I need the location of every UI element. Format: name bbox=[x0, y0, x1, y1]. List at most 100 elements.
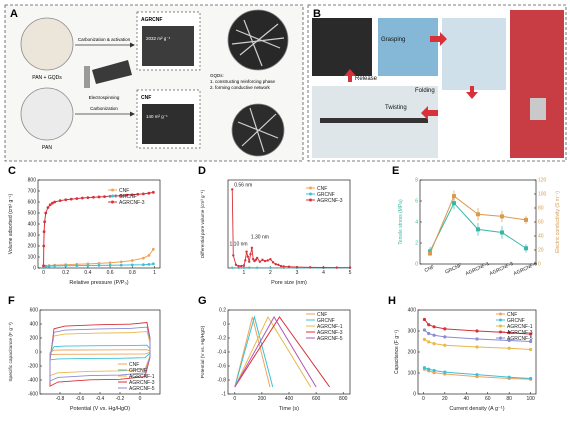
data-point bbox=[64, 264, 68, 268]
y-tick-label: 200 bbox=[30, 336, 39, 342]
legend-label: GRCNF bbox=[129, 368, 147, 374]
data-point bbox=[476, 212, 480, 217]
data-point bbox=[261, 258, 264, 262]
data-point bbox=[47, 264, 51, 268]
data-point bbox=[427, 331, 431, 336]
legend-label: AGRCNF-5 bbox=[507, 336, 533, 342]
x-tick-label: 80 bbox=[506, 396, 512, 402]
x-tick-label: 1 bbox=[243, 270, 246, 276]
x-tick-label: 0 bbox=[233, 396, 236, 402]
panel-c: C 0 0.2 0.4 0.6 0.8 1 0 100 200 300 400 500 600 700 80… bbox=[8, 165, 161, 286]
label-release: Release bbox=[355, 76, 378, 82]
legend-label: AGRCNF-1 bbox=[317, 324, 343, 330]
step-middle-label: Electrospinning bbox=[89, 95, 120, 100]
x-tick-label: -0.6 bbox=[76, 396, 85, 402]
x-tick-label: 2 bbox=[269, 270, 272, 276]
data-point bbox=[255, 266, 259, 270]
x-tick-label: 0.2 bbox=[62, 270, 69, 276]
data-point bbox=[452, 194, 456, 199]
y-tick-label: 0.2 bbox=[219, 308, 226, 314]
photo-grasp-glove bbox=[378, 18, 438, 76]
data-point bbox=[443, 370, 447, 374]
data-point bbox=[427, 367, 431, 371]
data-point bbox=[266, 259, 269, 262]
y-tick-label: 8 bbox=[415, 178, 418, 184]
x-category-label: AGRCNF-5 bbox=[513, 261, 539, 277]
legend-label: AGRCNF-1 bbox=[129, 374, 155, 380]
panel-h: H 0 20 40 60 80 100 0 100 200 300 400 Current densi… bbox=[388, 295, 537, 412]
data-point bbox=[432, 342, 436, 346]
data-point bbox=[141, 256, 145, 260]
notes-line-3: 2. forming conductive network bbox=[210, 85, 271, 90]
panel-a: A PAN + GQDs PAN Carbonization & activat… bbox=[4, 4, 304, 162]
data-point bbox=[231, 266, 234, 270]
y-tick-label: 400 bbox=[408, 308, 417, 314]
data-point bbox=[92, 195, 95, 199]
legend-label: GRCNF bbox=[317, 318, 335, 324]
data-point bbox=[75, 197, 79, 200]
peak-annotation: 0.56 nm bbox=[234, 182, 252, 188]
x-tick-label: 200 bbox=[258, 396, 267, 402]
data-point bbox=[44, 211, 48, 215]
data-point bbox=[500, 230, 504, 235]
panel-g-letter: G bbox=[198, 295, 207, 307]
fiber-network-top bbox=[231, 19, 285, 67]
legend-label: AGRCNF-5 bbox=[317, 336, 343, 342]
arrow-release bbox=[344, 69, 356, 82]
step-top-label: Carbonization & activation bbox=[78, 37, 131, 42]
data-point bbox=[258, 260, 262, 263]
y-axis-label: Capacitance (F g⁻¹) bbox=[394, 330, 400, 374]
arrow-grasping bbox=[430, 32, 447, 46]
precursor-beaker-top bbox=[20, 17, 74, 71]
data-point bbox=[277, 263, 280, 267]
data-point bbox=[242, 264, 246, 267]
y2-tick-label: 80 bbox=[538, 206, 544, 212]
x-category-label: AGRCNF-3 bbox=[489, 261, 515, 277]
data-point bbox=[141, 192, 145, 196]
x-tick-label: 100 bbox=[526, 396, 535, 402]
y-tick-label: -1 bbox=[222, 392, 227, 398]
panel-b-letter: B bbox=[313, 8, 321, 20]
data-point bbox=[53, 200, 57, 204]
sample-bottom-film bbox=[142, 104, 194, 144]
y-tick-label: -0.4 bbox=[217, 350, 226, 356]
x-tick-label: 0 bbox=[139, 396, 142, 402]
legend-label: AGRCNF-5 bbox=[129, 386, 155, 392]
step-arrowhead-top bbox=[130, 42, 135, 48]
sample-bottom-area: 140 m² g⁻¹ bbox=[146, 114, 168, 119]
data-point bbox=[42, 230, 46, 234]
legend-label: AGRCNF-3 bbox=[317, 330, 343, 336]
data-point bbox=[524, 246, 528, 251]
y2-tick-label: 40 bbox=[538, 234, 544, 240]
y-tick-label: 0 bbox=[35, 350, 38, 356]
data-point bbox=[529, 332, 533, 336]
data-point bbox=[53, 264, 57, 268]
y-tick-label: -600 bbox=[28, 392, 38, 398]
data-point bbox=[250, 246, 254, 250]
data-point bbox=[42, 244, 46, 248]
legend-label: AGRCNF-3 bbox=[119, 200, 145, 206]
data-point bbox=[86, 196, 90, 200]
data-point bbox=[75, 264, 79, 267]
peak-annotation: 1.30 nm bbox=[251, 235, 269, 241]
x-tick-label: 0 bbox=[42, 270, 45, 276]
cv-curve-grcnf bbox=[49, 344, 151, 361]
x-tick-label: -0.8 bbox=[56, 396, 65, 402]
notes-line-1: GQDs: bbox=[210, 73, 224, 78]
x-category-label: AGRCNF-1 bbox=[465, 261, 491, 277]
data-point bbox=[287, 265, 291, 268]
x-tick-label: 4 bbox=[322, 270, 325, 276]
data-point bbox=[42, 264, 45, 268]
data-point bbox=[475, 337, 479, 341]
legend-marker bbox=[499, 318, 502, 322]
data-point bbox=[44, 265, 48, 268]
peak-annotation: 1.10 nm bbox=[230, 242, 248, 248]
data-point bbox=[231, 188, 234, 191]
photo-fold bbox=[442, 18, 506, 90]
sample-bottom-name: CNF bbox=[141, 95, 151, 101]
data-point bbox=[255, 256, 259, 260]
data-point bbox=[500, 214, 504, 219]
x-tick-label: 60 bbox=[485, 396, 491, 402]
data-point bbox=[529, 339, 533, 344]
y-axis-label: Volume adsorbed (cm³ g⁻¹) bbox=[8, 193, 14, 254]
